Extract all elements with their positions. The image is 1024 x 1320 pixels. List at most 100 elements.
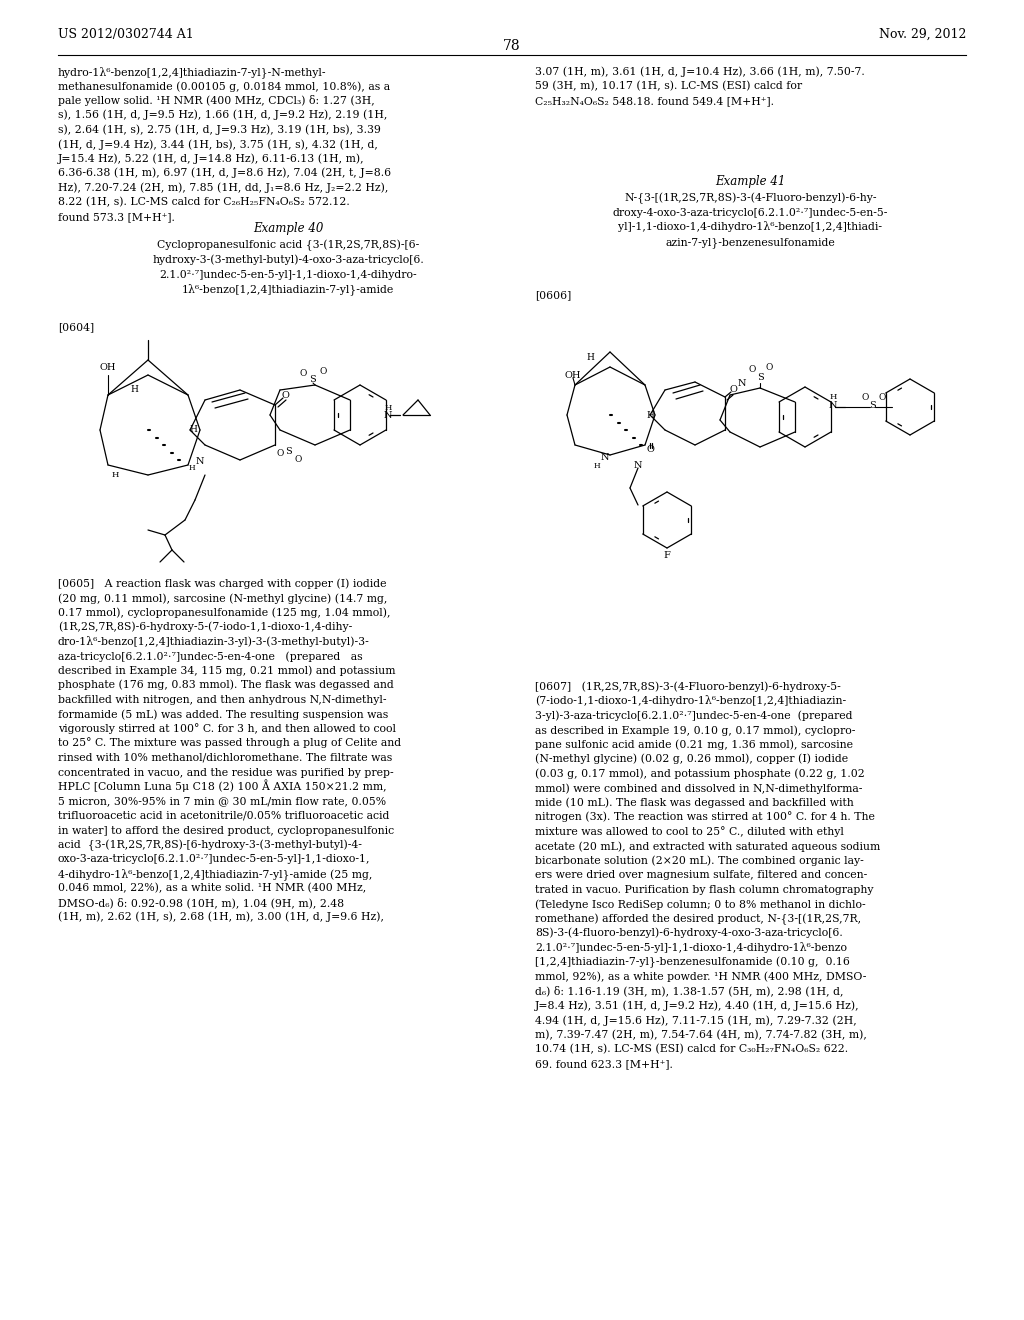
Text: ers were dried over magnesium sulfate, filtered and concen-: ers were dried over magnesium sulfate, f… [535,870,867,880]
Text: in water] to afford the desired product, cyclopropanesulfonic: in water] to afford the desired product,… [58,825,394,836]
Text: N: N [737,379,746,388]
Text: 0.17 mmol), cyclopropanesulfonamide (125 mg, 1.04 mmol),: 0.17 mmol), cyclopropanesulfonamide (125… [58,607,390,618]
Text: H: H [384,404,392,412]
Text: romethane) afforded the desired product, N-{3-[(1R,2S,7R,: romethane) afforded the desired product,… [535,913,861,925]
Text: m), 7.39-7.47 (2H, m), 7.54-7.64 (4H, m), 7.74-7.82 (3H, m),: m), 7.39-7.47 (2H, m), 7.54-7.64 (4H, m)… [535,1030,867,1040]
Text: Example 40: Example 40 [253,222,324,235]
Text: C₂₅H₃₂N₄O₆S₂ 548.18. found 549.4 [M+H⁺].: C₂₅H₃₂N₄O₆S₂ 548.18. found 549.4 [M+H⁺]. [535,96,774,106]
Text: O: O [294,454,302,463]
Text: droxy-4-oxo-3-aza-tricyclo[6.2.1.0²⋅⁷]undec-5-en-5-: droxy-4-oxo-3-aza-tricyclo[6.2.1.0²⋅⁷]un… [612,209,888,218]
Text: hydroxy-3-(3-methyl-butyl)-4-oxo-3-aza-tricyclo[6.: hydroxy-3-(3-methyl-butyl)-4-oxo-3-aza-t… [153,255,424,265]
Text: S: S [869,400,877,409]
Text: (20 mg, 0.11 mmol), sarcosine (N-methyl glycine) (14.7 mg,: (20 mg, 0.11 mmol), sarcosine (N-methyl … [58,593,387,603]
Text: F: F [664,550,671,560]
Text: O: O [276,449,284,458]
Text: O: O [861,392,868,401]
Text: S: S [309,375,316,384]
Text: Hz), 7.20-7.24 (2H, m), 7.85 (1H, dd, J₁=8.6 Hz, J₂=2.2 Hz),: Hz), 7.20-7.24 (2H, m), 7.85 (1H, dd, J₁… [58,182,388,193]
Text: (N-methyl glycine) (0.02 g, 0.26 mmol), copper (I) iodide: (N-methyl glycine) (0.02 g, 0.26 mmol), … [535,754,848,764]
Text: (1R,2S,7R,8S)-6-hydroxy-5-(7-iodo-1,1-dioxo-1,4-dihy-: (1R,2S,7R,8S)-6-hydroxy-5-(7-iodo-1,1-di… [58,622,352,632]
Text: H: H [112,471,119,479]
Text: O: O [765,363,773,372]
Text: J=8.4 Hz), 3.51 (1H, d, J=9.2 Hz), 4.40 (1H, d, J=15.6 Hz),: J=8.4 Hz), 3.51 (1H, d, J=9.2 Hz), 4.40 … [535,1001,859,1011]
Text: s), 1.56 (1H, d, J=9.5 Hz), 1.66 (1H, d, J=9.2 Hz), 2.19 (1H,: s), 1.56 (1H, d, J=9.5 Hz), 1.66 (1H, d,… [58,110,387,120]
Text: [0607]   (1R,2S,7R,8S)-3-(4-Fluoro-benzyl)-6-hydroxy-5-: [0607] (1R,2S,7R,8S)-3-(4-Fluoro-benzyl)… [535,681,841,692]
Text: 69. found 623.3 [M+H⁺].: 69. found 623.3 [M+H⁺]. [535,1059,673,1069]
Text: pane sulfonic acid amide (0.21 mg, 1.36 mmol), sarcosine: pane sulfonic acid amide (0.21 mg, 1.36 … [535,739,853,750]
Text: N: N [196,457,204,466]
Text: Cyclopropanesulfonic acid {3-(1R,2S,7R,8S)-[6-: Cyclopropanesulfonic acid {3-(1R,2S,7R,8… [157,240,419,251]
Text: oxo-3-aza-tricyclo[6.2.1.0²⋅⁷]undec-5-en-5-yl]-1,1-dioxo-1,: oxo-3-aza-tricyclo[6.2.1.0²⋅⁷]undec-5-en… [58,854,371,865]
Text: 2.1.0²⋅⁷]undec-5-en-5-yl]-1,1-dioxo-1,4-dihydro-1λ⁶-benzo: 2.1.0²⋅⁷]undec-5-en-5-yl]-1,1-dioxo-1,4-… [535,942,847,953]
Text: N: N [601,454,609,462]
Text: H: H [586,354,594,363]
Text: [0606]: [0606] [535,290,571,300]
Text: N: N [634,461,642,470]
Text: mmol, 92%), as a white powder. ¹H NMR (400 MHz, DMSO-: mmol, 92%), as a white powder. ¹H NMR (4… [535,972,866,982]
Text: 78: 78 [503,40,521,53]
Text: 59 (3H, m), 10.17 (1H, s). LC-MS (ESI) calcd for: 59 (3H, m), 10.17 (1H, s). LC-MS (ESI) c… [535,81,802,91]
Text: hydro-1λ⁶-benzo[1,2,4]thiadiazin-7-yl}-N-methyl-: hydro-1λ⁶-benzo[1,2,4]thiadiazin-7-yl}-N… [58,66,327,78]
Text: [0605]   A reaction flask was charged with copper (I) iodide: [0605] A reaction flask was charged with… [58,578,386,589]
Text: 4-dihydro-1λ⁶-benzo[1,2,4]thiadiazin-7-yl}-amide (25 mg,: 4-dihydro-1λ⁶-benzo[1,2,4]thiadiazin-7-y… [58,869,373,880]
Text: mmol) were combined and dissolved in N,N-dimethylforma-: mmol) were combined and dissolved in N,N… [535,783,862,793]
Text: H: H [188,465,196,473]
Text: 1λ⁶-benzo[1,2,4]thiadiazin-7-yl}-amide: 1λ⁶-benzo[1,2,4]thiadiazin-7-yl}-amide [182,282,394,294]
Text: nitrogen (3x). The reaction was stirred at 100° C. for 4 h. The: nitrogen (3x). The reaction was stirred … [535,812,874,822]
Text: acid  {3-(1R,2S,7R,8S)-[6-hydroxy-3-(3-methyl-butyl)-4-: acid {3-(1R,2S,7R,8S)-[6-hydroxy-3-(3-me… [58,840,361,851]
Text: 4.94 (1H, d, J=15.6 Hz), 7.11-7.15 (1H, m), 7.29-7.32 (2H,: 4.94 (1H, d, J=15.6 Hz), 7.11-7.15 (1H, … [535,1015,857,1026]
Text: 2.1.0²⋅⁷]undec-5-en-5-yl]-1,1-dioxo-1,4-dihydro-: 2.1.0²⋅⁷]undec-5-en-5-yl]-1,1-dioxo-1,4-… [159,269,417,280]
Text: aza-tricyclo[6.2.1.0²⋅⁷]undec-5-en-4-one   (prepared   as: aza-tricyclo[6.2.1.0²⋅⁷]undec-5-en-4-one… [58,651,362,661]
Text: backfilled with nitrogen, and then anhydrous N,N-dimethyl-: backfilled with nitrogen, and then anhyd… [58,696,386,705]
Text: S: S [286,446,293,455]
Text: to 25° C. The mixture was passed through a plug of Celite and: to 25° C. The mixture was passed through… [58,738,401,748]
Text: S: S [757,372,763,381]
Text: (0.03 g, 0.17 mmol), and potassium phosphate (0.22 g, 1.02: (0.03 g, 0.17 mmol), and potassium phosp… [535,768,864,779]
Text: H: H [646,411,654,420]
Text: mide (10 mL). The flask was degassed and backfilled with: mide (10 mL). The flask was degassed and… [535,797,854,808]
Text: bicarbonate solution (2×20 mL). The combined organic lay-: bicarbonate solution (2×20 mL). The comb… [535,855,864,866]
Text: yl]-1,1-dioxo-1,4-dihydro-1λ⁶-benzo[1,2,4]thiadi-: yl]-1,1-dioxo-1,4-dihydro-1λ⁶-benzo[1,2,… [618,222,883,232]
Text: O: O [299,368,306,378]
Text: trifluoroacetic acid in acetonitrile/0.05% trifluoroacetic acid: trifluoroacetic acid in acetonitrile/0.0… [58,810,389,821]
Text: H: H [594,462,600,470]
Text: HPLC [Column Luna 5μ C18 (2) 100 Å AXIA 150×21.2 mm,: HPLC [Column Luna 5μ C18 (2) 100 Å AXIA … [58,779,387,792]
Text: N: N [384,412,392,421]
Text: 3.07 (1H, m), 3.61 (1H, d, J=10.4 Hz), 3.66 (1H, m), 7.50-7.: 3.07 (1H, m), 3.61 (1H, d, J=10.4 Hz), 3… [535,66,864,77]
Text: H: H [130,385,138,395]
Text: 8S)-3-(4-fluoro-benzyl)-6-hydroxy-4-oxo-3-aza-tricyclo[6.: 8S)-3-(4-fluoro-benzyl)-6-hydroxy-4-oxo-… [535,928,843,939]
Text: 10.74 (1H, s). LC-MS (ESI) calcd for C₃₀H₂₇FN₄O₆S₂ 622.: 10.74 (1H, s). LC-MS (ESI) calcd for C₃₀… [535,1044,848,1055]
Text: O: O [646,446,654,454]
Text: dro-1λ⁶-benzo[1,2,4]thiadiazin-3-yl)-3-(3-methyl-butyl)-3-: dro-1λ⁶-benzo[1,2,4]thiadiazin-3-yl)-3-(… [58,636,370,647]
Text: N-{3-[(1R,2S,7R,8S)-3-(4-Fluoro-benzyl)-6-hy-: N-{3-[(1R,2S,7R,8S)-3-(4-Fluoro-benzyl)-… [625,193,877,205]
Text: 8.22 (1H, s). LC-MS calcd for C₂₆H₂₅FN₄O₆S₂ 572.12.: 8.22 (1H, s). LC-MS calcd for C₂₆H₂₅FN₄O… [58,197,350,207]
Text: O: O [319,367,327,375]
Text: pale yellow solid. ¹H NMR (400 MHz, CDCl₃) δ: 1.27 (3H,: pale yellow solid. ¹H NMR (400 MHz, CDCl… [58,95,375,106]
Text: vigorously stirred at 100° C. for 3 h, and then allowed to cool: vigorously stirred at 100° C. for 3 h, a… [58,723,396,734]
Text: 0.046 mmol, 22%), as a white solid. ¹H NMR (400 MHz,: 0.046 mmol, 22%), as a white solid. ¹H N… [58,883,367,894]
Text: J=15.4 Hz), 5.22 (1H, d, J=14.8 Hz), 6.11-6.13 (1H, m),: J=15.4 Hz), 5.22 (1H, d, J=14.8 Hz), 6.1… [58,153,365,164]
Text: azin-7-yl}-benzenesulfonamide: azin-7-yl}-benzenesulfonamide [666,238,836,248]
Text: acetate (20 mL), and extracted with saturated aqueous sodium: acetate (20 mL), and extracted with satu… [535,841,881,851]
Text: O: O [749,366,756,375]
Text: found 573.3 [M+H⁺].: found 573.3 [M+H⁺]. [58,213,175,222]
Text: [1,2,4]thiadiazin-7-yl}-benzenesulfonamide (0.10 g,  0.16: [1,2,4]thiadiazin-7-yl}-benzenesulfonami… [535,957,850,969]
Text: O: O [879,392,886,401]
Text: 5 micron, 30%-95% in 7 min @ 30 mL/min flow rate, 0.05%: 5 micron, 30%-95% in 7 min @ 30 mL/min f… [58,796,386,807]
Text: 3-yl)-3-aza-tricyclo[6.2.1.0²⋅⁷]undec-5-en-4-one  (prepared: 3-yl)-3-aza-tricyclo[6.2.1.0²⋅⁷]undec-5-… [535,710,853,721]
Text: (1H, m), 2.62 (1H, s), 2.68 (1H, m), 3.00 (1H, d, J=9.6 Hz),: (1H, m), 2.62 (1H, s), 2.68 (1H, m), 3.0… [58,912,384,923]
Text: methanesulfonamide (0.00105 g, 0.0184 mmol, 10.8%), as a: methanesulfonamide (0.00105 g, 0.0184 mm… [58,81,390,91]
Text: [0604]: [0604] [58,322,94,333]
Text: H: H [189,425,197,434]
Text: (Teledyne Isco RediSep column; 0 to 8% methanol in dichlo-: (Teledyne Isco RediSep column; 0 to 8% m… [535,899,865,909]
Text: OH: OH [99,363,117,371]
Text: described in Example 34, 115 mg, 0.21 mmol) and potassium: described in Example 34, 115 mg, 0.21 mm… [58,665,395,676]
Text: rinsed with 10% methanol/dichloromethane. The filtrate was: rinsed with 10% methanol/dichloromethane… [58,752,392,763]
Text: d₆) δ: 1.16-1.19 (3H, m), 1.38-1.57 (5H, m), 2.98 (1H, d,: d₆) δ: 1.16-1.19 (3H, m), 1.38-1.57 (5H,… [535,986,844,997]
Text: mixture was allowed to cool to 25° C., diluted with ethyl: mixture was allowed to cool to 25° C., d… [535,826,844,837]
Text: 6.36-6.38 (1H, m), 6.97 (1H, d, J=8.6 Hz), 7.04 (2H, t, J=8.6: 6.36-6.38 (1H, m), 6.97 (1H, d, J=8.6 Hz… [58,168,391,178]
Text: O: O [281,391,289,400]
Text: formamide (5 mL) was added. The resulting suspension was: formamide (5 mL) was added. The resultin… [58,709,388,719]
Text: (7-iodo-1,1-dioxo-1,4-dihydro-1λ⁶-benzo[1,2,4]thiadiazin-: (7-iodo-1,1-dioxo-1,4-dihydro-1λ⁶-benzo[… [535,696,846,706]
Text: as described in Example 19, 0.10 g, 0.17 mmol), cyclopro-: as described in Example 19, 0.10 g, 0.17… [535,725,855,735]
